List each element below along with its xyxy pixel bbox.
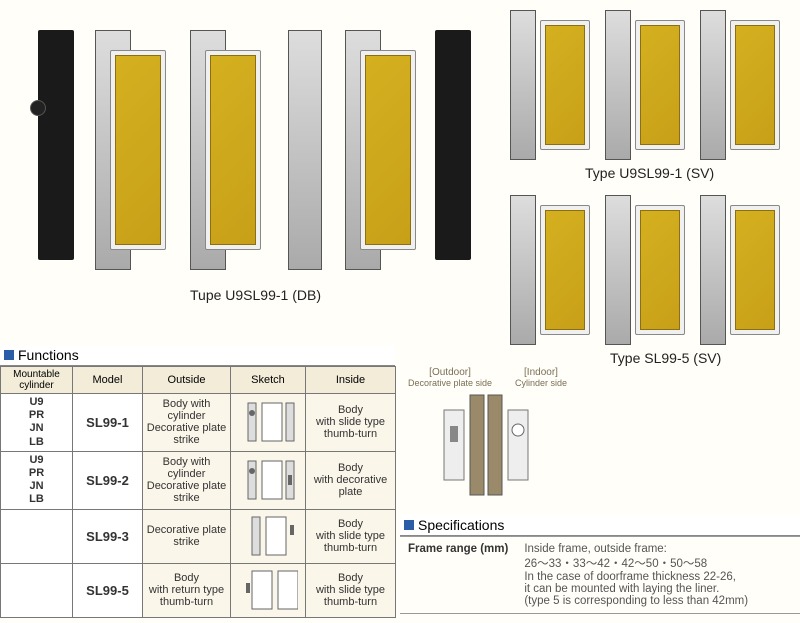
sketch-icon (238, 513, 298, 559)
spec-label: Frame range (mm) (400, 537, 516, 614)
specifications-header: Specifications (400, 515, 800, 536)
specifications-table: Frame range (mm) Inside frame, outside f… (400, 536, 800, 614)
cell-sketch (231, 509, 306, 563)
cell-cylinder (1, 509, 73, 563)
cell-model: SL99-3 (73, 509, 143, 563)
table-header-row: Mountable cylinder Model Outside Sketch … (1, 367, 396, 394)
col-cylinder: Mountable cylinder (1, 367, 73, 394)
cell-outside: Decorative plate strike (143, 509, 231, 563)
cell-sketch (231, 563, 306, 617)
cell-model: SL99-1 (73, 394, 143, 452)
col-outside: Outside (143, 367, 231, 394)
specifications-title: Specifications (418, 517, 504, 533)
cell-sketch (231, 394, 306, 452)
sketch-icon (238, 567, 298, 613)
cell-inside: Body with slide type thumb-turn (306, 509, 396, 563)
cell-sketch (231, 451, 306, 509)
specifications-section: Specifications Frame range (mm) Inside f… (400, 515, 800, 614)
table-row: U9 PR JN LB SL99-2 Body with cylinder De… (1, 451, 396, 509)
cell-model: SL99-2 (73, 451, 143, 509)
sketch-icon (238, 457, 298, 503)
cell-inside: Body with decorative plate (306, 451, 396, 509)
functions-section: Functions Mountable cylinder Model Outsi… (0, 345, 395, 618)
square-icon (4, 350, 14, 360)
col-inside: Inside (306, 367, 396, 394)
outdoor-label: [Outdoor] Decorative plate side (408, 367, 492, 388)
mount-sketch-icon (400, 390, 575, 500)
cell-inside: Body with slide type thumb-turn (306, 563, 396, 617)
functions-header: Functions (0, 345, 395, 366)
cell-outside: Body with cylinder Decorative plate stri… (143, 394, 231, 452)
spec-value: Inside frame, outside frame: 26～33・33～42… (516, 537, 800, 614)
functions-title: Functions (18, 347, 79, 363)
square-icon (404, 520, 414, 530)
col-model: Model (73, 367, 143, 394)
cell-inside: Body with slide type thumb-turn (306, 394, 396, 452)
product-label-db: Tupe U9SL99-1 (DB) (190, 287, 321, 303)
cell-cylinder: U9 PR JN LB (1, 451, 73, 509)
spec-row: Frame range (mm) Inside frame, outside f… (400, 537, 800, 614)
cell-outside: Body with cylinder Decorative plate stri… (143, 451, 231, 509)
cell-cylinder (1, 563, 73, 617)
cell-cylinder: U9 PR JN LB (1, 394, 73, 452)
product-label-sv5: Type SL99-5 (SV) (610, 350, 721, 366)
table-row: U9 PR JN LB SL99-1 Body with cylinder De… (1, 394, 396, 452)
sketch-icon (238, 399, 298, 445)
product-label-sv1: Type U9SL99-1 (SV) (585, 165, 714, 181)
col-sketch: Sketch (231, 367, 306, 394)
cell-outside: Body with return type thumb-turn (143, 563, 231, 617)
table-row: SL99-3 Decorative plate strike Body with… (1, 509, 396, 563)
product-gallery: Tupe U9SL99-1 (DB) Type U9SL99-1 (SV) Ty… (0, 0, 800, 360)
cell-model: SL99-5 (73, 563, 143, 617)
functions-table: Mountable cylinder Model Outside Sketch … (0, 366, 396, 618)
table-row: SL99-5 Body with return type thumb-turn … (1, 563, 396, 617)
mount-sketch: [Outdoor] Decorative plate side [Indoor]… (400, 367, 575, 503)
indoor-label: [Indoor] Cylinder side (515, 367, 567, 388)
